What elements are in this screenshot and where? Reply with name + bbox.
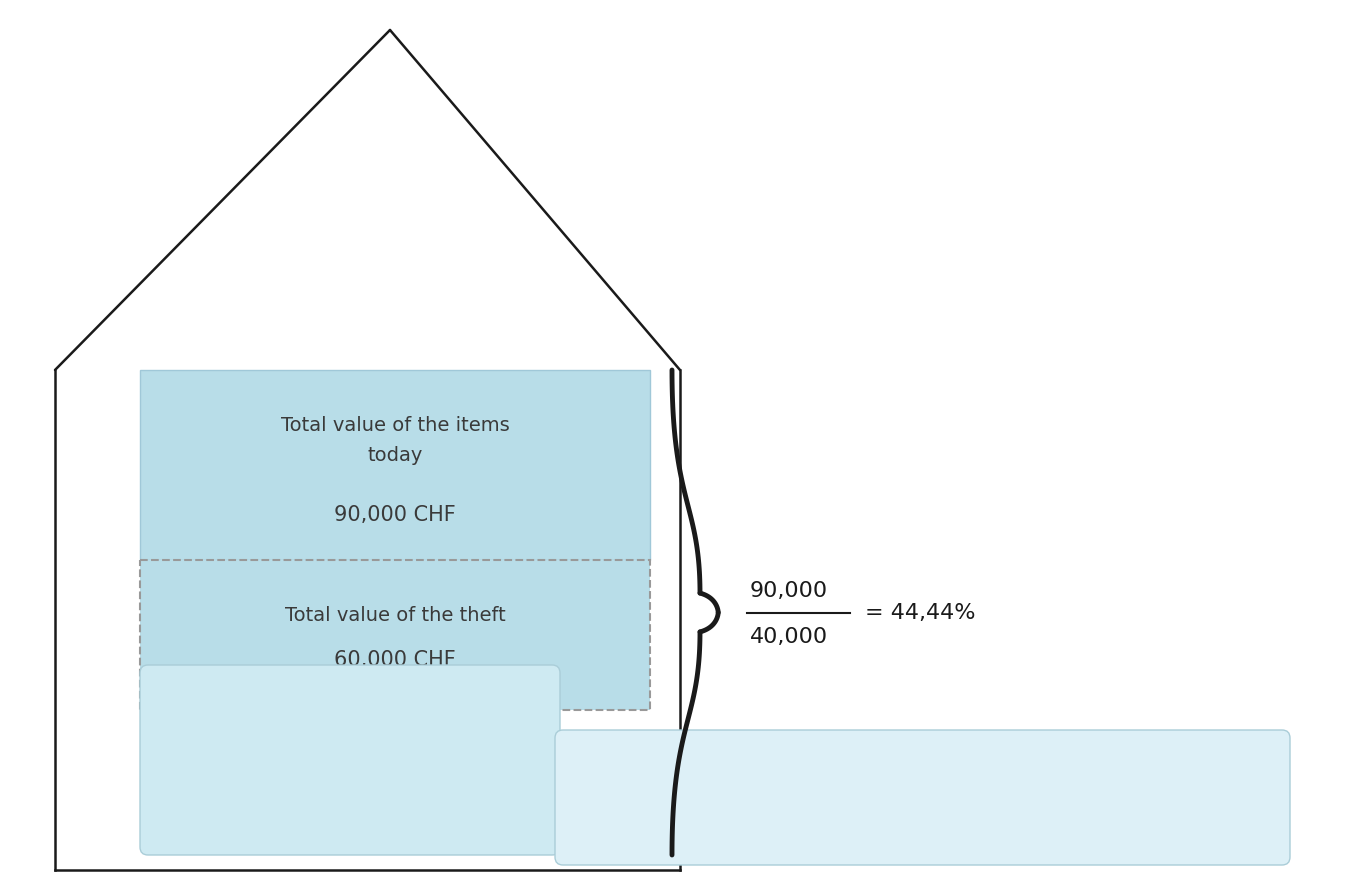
Text: Refund of the insurance after: Refund of the insurance after xyxy=(779,761,1065,780)
FancyBboxPatch shape xyxy=(555,730,1290,865)
Text: = 44,44%: = 44,44% xyxy=(865,602,976,623)
Bar xyxy=(140,370,650,560)
Text: Total value of the theft: Total value of the theft xyxy=(284,606,506,625)
Bar xyxy=(140,560,650,710)
Text: Value of the good insured: Value of the good insured xyxy=(225,766,476,786)
Text: today: today xyxy=(367,445,423,464)
Text: 90,000: 90,000 xyxy=(749,581,828,600)
Text: 60,000 CHF: 60,000 CHF xyxy=(334,650,456,670)
Text: five years ago,: five years ago, xyxy=(278,738,422,757)
Text: adjustment: adjustment xyxy=(867,788,977,807)
Text: Insurance policy taken out: Insurance policy taken out xyxy=(221,711,479,729)
FancyBboxPatch shape xyxy=(140,665,559,855)
Text: Total value of the items: Total value of the items xyxy=(280,416,510,435)
Text: 44,44% x 60,000 = 26,666 CHF: 44,44% x 60,000 = 26,666 CHF xyxy=(758,823,1088,843)
Text: 40,000 CHF: 40,000 CHF xyxy=(290,810,411,830)
Text: 40,000: 40,000 xyxy=(749,626,828,647)
Text: 90,000 CHF: 90,000 CHF xyxy=(334,505,456,525)
